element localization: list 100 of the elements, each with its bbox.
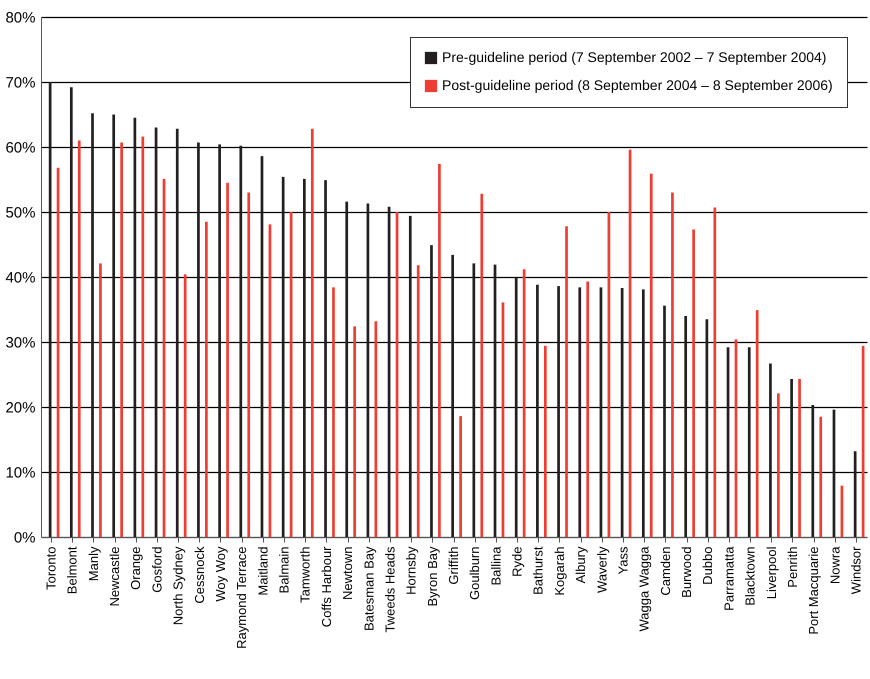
bar (536, 284, 539, 537)
bar (184, 274, 187, 537)
bar (769, 363, 772, 537)
bar (99, 263, 102, 537)
x-tick-label: Port Macquarie (806, 546, 822, 635)
y-tick-label: 30% (5, 334, 36, 352)
bar (819, 416, 822, 537)
x-tick-label: Byron Bay (424, 546, 440, 606)
bar (734, 339, 738, 537)
bar (91, 113, 94, 537)
x-tick-label: Batesman Bay (361, 546, 376, 632)
bar (472, 263, 476, 537)
bar (832, 410, 836, 537)
bar (840, 486, 844, 537)
bar (70, 87, 73, 537)
bar (247, 192, 250, 537)
bar (282, 176, 285, 537)
bar (239, 146, 242, 537)
bar (438, 164, 441, 537)
bar (811, 405, 814, 537)
bar (706, 319, 708, 537)
bar (862, 346, 864, 537)
y-tick-label: 0% (14, 530, 36, 546)
bar (684, 316, 688, 537)
y-tick-label: 60% (5, 140, 36, 156)
x-tick-label: Woy Woy (212, 546, 228, 602)
bar (480, 194, 484, 537)
x-tick-label: Balmain (276, 546, 292, 594)
bar (226, 182, 229, 537)
bar (120, 142, 123, 537)
bar (663, 306, 666, 537)
x-tick-label: Cessnock (192, 546, 207, 604)
bar (56, 168, 60, 537)
x-tick-label: Yass (615, 546, 630, 574)
x-tick-label: Griffith (446, 546, 461, 585)
bar (303, 178, 306, 537)
bar (416, 265, 420, 537)
bar (459, 416, 462, 537)
y-tick-label: 40% (5, 270, 36, 286)
bar (141, 136, 144, 537)
x-tick-label: Camden (658, 546, 673, 596)
bar (777, 393, 780, 537)
x-tick-label: Bathurst (530, 546, 546, 595)
bar (374, 321, 378, 537)
bar (388, 206, 390, 537)
y-tick-label: 70% (5, 74, 36, 92)
bar (544, 346, 547, 537)
x-tick-label: Tamworth (298, 546, 313, 603)
bar (353, 326, 356, 537)
bar (692, 230, 695, 537)
x-tick-label: Raymond Terrace (234, 546, 250, 649)
bar (565, 226, 568, 537)
bar (268, 224, 272, 537)
legend-label: Post-guideline period (8 September 2004 – 8 September 2006) (442, 77, 833, 93)
x-tick-label: Burwood (679, 546, 694, 598)
x-tick-label: Liverpool (764, 546, 779, 600)
x-tick-label: Orange (128, 546, 144, 590)
x-tick-label: Penrith (784, 546, 800, 588)
bar (396, 212, 398, 537)
x-tick-label: Tweeds Heads (382, 546, 398, 632)
y-tick-label: 10% (5, 464, 36, 482)
bar (608, 212, 610, 537)
bar (290, 212, 292, 537)
x-tick-label: Windsor (848, 546, 864, 594)
x-tick-label: Blacktown (742, 546, 758, 606)
bar (557, 286, 560, 537)
x-tick-label: North Sydney (170, 546, 186, 626)
bar (205, 222, 208, 537)
x-tick-label: Maitland (255, 546, 270, 596)
bar (494, 264, 496, 537)
y-tick-label: 80% (5, 10, 36, 26)
bar (48, 82, 52, 537)
x-tick-label: Ryde (510, 546, 525, 577)
bar (713, 207, 716, 537)
bar (600, 287, 602, 537)
x-tick-label: Waverly (594, 546, 610, 593)
bar (628, 150, 632, 537)
bar (260, 156, 264, 537)
x-tick-label: Belmont (64, 546, 80, 594)
bar (176, 128, 179, 537)
bar (112, 114, 116, 537)
bar (430, 245, 433, 537)
bar (218, 144, 221, 537)
bar (756, 310, 759, 537)
bar (798, 379, 801, 537)
x-tick-label: Albury (573, 546, 588, 584)
bar (366, 204, 370, 537)
bar (134, 118, 136, 537)
x-tick-label: Dubbo (700, 546, 716, 585)
bar (522, 269, 526, 537)
bar (671, 192, 674, 537)
x-tick-label: Hornsby (404, 546, 419, 595)
x-tick-label: Manly (86, 546, 101, 582)
bar (345, 202, 348, 537)
bar (162, 178, 166, 537)
bar (578, 287, 582, 537)
x-tick-label: Kogarah (552, 546, 567, 596)
bar (514, 278, 518, 537)
y-tick-label: 20% (5, 400, 36, 416)
bar (620, 288, 624, 537)
